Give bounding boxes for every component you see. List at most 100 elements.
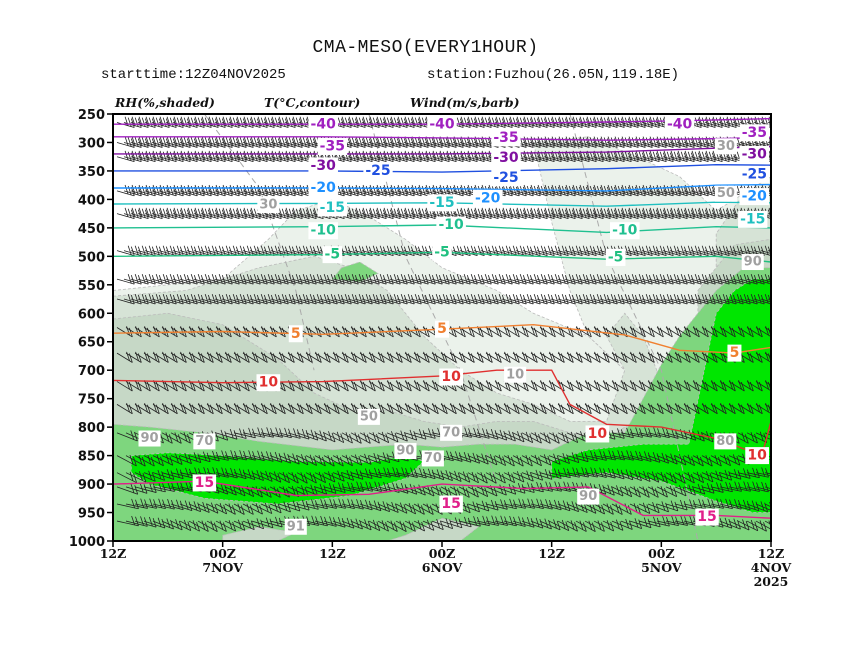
wind-barb-feather: [777, 328, 780, 337]
wind-barb-staff: [704, 122, 723, 128]
wind-barb-feather: [498, 117, 503, 127]
wind-barb-feather: [772, 294, 775, 303]
wind-barb-staff: [760, 142, 771, 146]
wind-barb-staff: [382, 122, 401, 128]
wind-barb-feather: [162, 117, 167, 127]
wind-barb-feather: [278, 136, 283, 146]
wind-barb-staff: [711, 156, 730, 163]
wind-barb-feather: [124, 184, 129, 195]
wind-barb-staff: [291, 122, 310, 128]
wind-barb-feather: [782, 275, 785, 284]
wind-barb-feather: [145, 150, 150, 161]
wind-barb-feather: [169, 137, 174, 147]
wind-barb-feather: [344, 117, 349, 127]
wind-barb-staff: [165, 156, 184, 163]
wind-barb-staff: [697, 156, 716, 163]
wind-barb-staff: [263, 122, 282, 128]
wind-barb-feather: [358, 137, 363, 147]
wind-barb-staff: [396, 142, 415, 148]
wind-barb: [613, 136, 632, 148]
wind-barb-feather: [418, 184, 423, 195]
wind-barb-staff: [697, 142, 716, 148]
wind-barb-feather: [558, 136, 563, 146]
wind-barb-feather: [407, 137, 412, 147]
wind-barb-feather: [383, 150, 388, 161]
wind-barb-staff: [116, 122, 135, 128]
wind-barb-feather: [772, 138, 775, 147]
wind-barb-feather: [292, 184, 297, 195]
wind-barb-staff: [172, 190, 191, 197]
wind-barb-feather: [603, 151, 608, 161]
wind-barb-feather: [313, 136, 318, 146]
wind-barb-staff: [291, 156, 310, 163]
wind-barb-feather: [274, 137, 279, 147]
wind-barb: [291, 116, 310, 128]
wind-barb-staff: [347, 122, 366, 128]
wind-barb-feather: [257, 136, 262, 146]
wind-barb-feather: [302, 137, 307, 147]
wind-barb-staff: [431, 142, 450, 148]
wind-barb-feather: [351, 137, 356, 147]
wind-barb-feather: [243, 136, 248, 146]
wind-barb-feather: [145, 184, 150, 195]
wind-barb-staff: [620, 142, 639, 148]
wind-barb-feather: [775, 153, 778, 162]
wind-barb-staff: [627, 142, 646, 148]
wind-barb-staff: [627, 122, 646, 128]
wind-barb: [228, 136, 247, 148]
wind-barb-feather: [351, 185, 356, 196]
wind-barb-feather: [141, 137, 146, 147]
wind-barb-staff: [123, 156, 142, 163]
wind-barb-feather: [776, 151, 779, 160]
wind-barb-feather: [635, 136, 640, 146]
wind-barb-feather: [348, 150, 353, 161]
wind-barb-staff: [515, 190, 534, 197]
wind-barb-feather: [736, 137, 741, 147]
wind-barb-feather: [376, 184, 381, 195]
wind-barb-staff: [550, 142, 569, 148]
wind-barb-feather: [271, 136, 276, 146]
wind-barb-feather: [127, 117, 132, 127]
wind-barb-feather: [582, 151, 587, 161]
wind-barb-feather: [484, 117, 489, 127]
wind-barb-feather: [712, 150, 717, 161]
wind-barb-feather: [285, 150, 290, 161]
wind-barb-staff: [655, 156, 674, 163]
wind-barb-feather: [138, 184, 143, 195]
wind-barb-feather: [600, 116, 605, 126]
wind-barb-staff: [228, 190, 247, 197]
wind-barb-feather: [572, 116, 577, 126]
wind-barb-feather: [776, 117, 779, 126]
rh-region-90-9: [551, 278, 771, 513]
wind-barb-staff: [270, 122, 289, 128]
wind-barb-staff: [529, 190, 548, 197]
wind-barb-feather: [530, 116, 535, 126]
wind-barb-staff: [690, 142, 709, 148]
wind-barb-staff: [361, 122, 380, 128]
wind-barb-feather: [565, 184, 570, 195]
wind-barb-staff: [389, 156, 408, 163]
wind-barb-staff: [221, 122, 240, 128]
wind-barb-feather: [523, 116, 528, 126]
wind-barb-feather: [148, 117, 153, 127]
wind-barb-feather: [365, 117, 370, 127]
wind-barb-feather: [211, 117, 216, 127]
wind-barb-staff: [704, 156, 723, 163]
wind-barb-feather: [134, 117, 139, 127]
wind-barb-feather: [183, 117, 188, 127]
wind-barb-staff: [683, 142, 702, 148]
wind-barb-feather: [404, 184, 409, 195]
wind-barb-feather: [425, 150, 430, 161]
wind-barb-staff: [473, 156, 492, 163]
wind-barb-staff: [578, 156, 597, 163]
wind-barb-feather: [232, 117, 237, 127]
wind-barb-feather: [274, 117, 279, 127]
wind-barb-staff: [368, 190, 387, 197]
wind-barb-feather: [782, 210, 785, 219]
wind-barb-feather: [281, 117, 286, 127]
wind-barb-feather: [365, 137, 370, 147]
rh-isoline-0: [203, 114, 315, 371]
wind-barb-feather: [173, 150, 178, 161]
wind-barb-feather: [243, 184, 248, 195]
wind-barb-feather: [449, 185, 454, 196]
